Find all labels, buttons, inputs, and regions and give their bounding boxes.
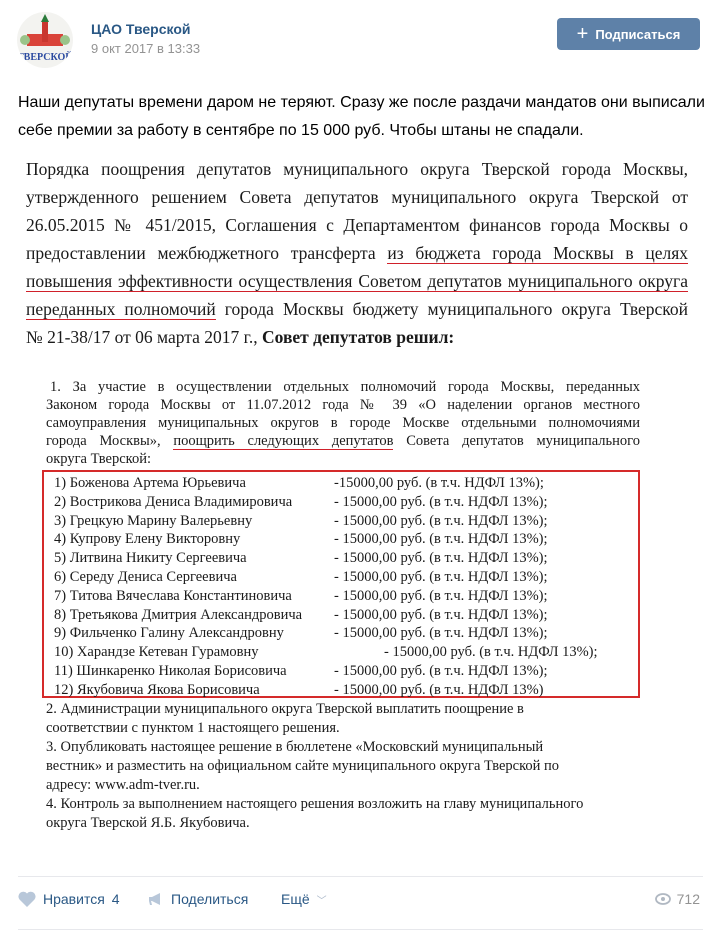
deputy-name: 1) Боженова Артема Юрьевича	[54, 475, 246, 491]
community-name[interactable]: ЦАО Тверской	[91, 21, 191, 37]
megaphone-icon	[149, 893, 160, 905]
doc-line: округа Тверской Я.Б. Якубовича.	[46, 815, 250, 831]
doc-line: соответствии с пунктом 1 настоящего реше…	[46, 720, 340, 736]
deputy-name: 7) Титова Вячеслава Константиновича	[54, 587, 292, 604]
doc-line: Законом города Москвы от 11.07.2012 года…	[46, 397, 640, 413]
doc-text: Совета депутатов муниципального	[393, 433, 640, 449]
doc-line: вестник» и разместить на официальном сай…	[46, 758, 560, 774]
deputy-amount: - 15000,00 руб. (в т.ч. НДФЛ 13%);	[334, 587, 548, 604]
post-image-document[interactable]: Порядка поощрения депутатов муниципально…	[20, 145, 700, 860]
doc-text: города Москвы бюджету муниципального окр…	[215, 299, 688, 319]
share-button[interactable]: Поделиться	[148, 891, 248, 907]
deputy-name: 8) Третьякова Дмитрия Александровича	[54, 606, 303, 623]
doc-line: № 21-38/17 от 06 марта 2017 г., Совет де…	[26, 327, 688, 348]
views-count: 712	[654, 891, 700, 907]
doc-line: адресу: www.adm-tver.ru.	[46, 777, 200, 793]
deputy-name: 5) Литвина Никиту Сергеевича	[54, 550, 247, 567]
subscribe-label: Подписаться	[595, 26, 681, 42]
divider	[18, 876, 703, 877]
deputy-amount: - 15000,00 руб. (в т.ч. НДФЛ 13%);	[334, 606, 548, 623]
deputies-highlight-box: 1) Боженова Артема Юрьевича -15000,00 руб…	[42, 470, 640, 698]
deputy-name: 12) Якубовича Якова Борисовича	[54, 681, 260, 698]
deputy-amount: -15000,00 руб. (в т.ч. НДФЛ 13%);	[334, 475, 544, 491]
deputy-name: 2) Вострикова Дениса Владимировича	[54, 493, 293, 510]
share-label: Поделиться	[171, 891, 249, 907]
deputy-name: 6) Середу Дениса Сергеевича	[54, 569, 237, 585]
deputy-name: 4) Купрову Елену Викторовну	[54, 531, 241, 548]
doc-bold-text: Совет депутатов решил:	[262, 327, 455, 347]
deputy-amount: - 15000,00 руб. (в т.ч. НДФЛ 13%);	[334, 493, 548, 510]
subscribe-button[interactable]: + Подписаться	[557, 18, 700, 50]
heart-icon	[18, 891, 36, 907]
doc-text: № 21-38/17 от 06 марта 2017 г.,	[26, 327, 263, 347]
like-button[interactable]: Нравится 4	[18, 891, 120, 907]
doc-line: 3. Опубликовать настоящее решение в бюлл…	[46, 739, 544, 755]
kremlin-logo-icon: ТВЕРСКОЙ	[17, 14, 73, 63]
post-text: Наши депутаты времени даром не теряют. С…	[18, 94, 705, 139]
deputy-amount: - 15000,00 руб. (в т.ч. НДФЛ 13%);	[334, 569, 548, 585]
deputy-amount: - 15000,00 руб. (в т.ч. НДФЛ 13%);	[334, 550, 548, 567]
more-button[interactable]: Ещё ﹀	[281, 891, 327, 907]
underlined-text: поощрить следующих депутатов	[173, 433, 394, 450]
doc-line: переданных полномочий города Москвы бюдж…	[26, 299, 688, 320]
deputy-amount: - 15000,00 руб. (в т.ч. НДФЛ 13%);	[334, 625, 548, 642]
deputy-amount: - 15000,00 руб. (в т.ч. НДФЛ 13%);	[334, 663, 548, 679]
doc-line: самоуправления муниципальных округов в г…	[46, 415, 640, 431]
doc-line: 4. Контроль за выполнением настоящего ре…	[46, 796, 584, 812]
doc-line: 2. Администрации муниципального округа Т…	[46, 701, 524, 717]
doc-text: предоставлении межбюджетного трансферта	[26, 243, 388, 263]
doc-line: округа Тверской:	[46, 451, 151, 467]
underlined-text: повышения эффективности осуществления Со…	[26, 271, 688, 292]
like-count: 4	[111, 891, 120, 907]
doc-text: города Москвы»,	[46, 433, 174, 449]
doc-line: повышения эффективности осуществления Со…	[26, 271, 688, 292]
plus-icon: +	[576, 23, 589, 45]
more-label: Ещё	[281, 891, 310, 907]
deputy-amount: - 15000,00 руб. (в т.ч. НДФЛ 13%);	[334, 512, 548, 529]
like-label: Нравится	[43, 891, 105, 907]
deputy-name: 11) Шинкаренко Николая Борисовича	[54, 663, 287, 679]
doc-line: 26.05.2015 № 451/2015, Соглашения с Депа…	[26, 215, 688, 235]
divider	[18, 929, 703, 930]
post-date[interactable]: 9 окт 2017 в 13:33	[91, 41, 201, 56]
underlined-text: переданных полномочий	[26, 299, 216, 320]
deputy-amount: - 15000,00 руб. (в т.ч. НДФЛ 13%)	[334, 681, 544, 698]
deputy-name: 10) Харандзе Кетеван Гурамовну	[54, 644, 259, 661]
chevron-down-icon: ﹀	[316, 895, 327, 907]
deputy-amount: - 15000,00 руб. (в т.ч. НДФЛ 13%);	[334, 531, 548, 548]
svg-text:ТВЕРСКОЙ: ТВЕРСКОЙ	[17, 51, 73, 63]
doc-line: города Москвы», поощрить следующих депут…	[46, 433, 640, 450]
deputy-name: 9) Фильченко Галину Александровну	[54, 625, 284, 642]
underlined-text: из бюджета города Москвы в целях	[387, 243, 688, 264]
doc-line: 1. За участие в осуществлении отдельных …	[50, 379, 640, 395]
deputy-amount: - 15000,00 руб. (в т.ч. НДФЛ 13%);	[384, 644, 598, 661]
doc-line: Порядка поощрения депутатов муниципально…	[26, 159, 688, 179]
doc-line: утвержденного решением Совета депутатов …	[26, 187, 688, 207]
community-avatar[interactable]: ТВЕРСКОЙ	[17, 12, 73, 68]
deputy-name: 3) Грецкую Марину Валерьевну	[54, 512, 253, 529]
doc-line: предоставлении межбюджетного трансферта …	[26, 243, 688, 264]
eye-icon	[654, 893, 671, 905]
views-value: 712	[676, 891, 700, 907]
